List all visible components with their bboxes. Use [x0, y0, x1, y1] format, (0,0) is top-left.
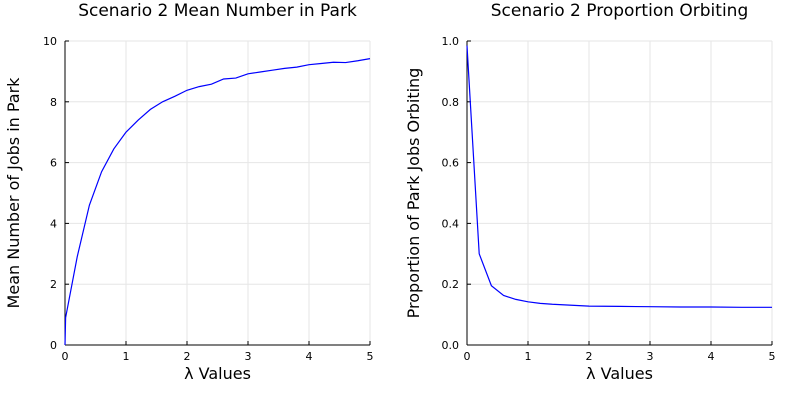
y-tick-label: 1.0: [442, 35, 460, 48]
x-tick-label: 5: [367, 350, 374, 363]
x-tick-label: 0: [464, 350, 471, 363]
x-tick-label: 5: [769, 350, 776, 363]
y-axis-label: Mean Number of Jobs in Park: [4, 77, 23, 309]
y-tick-label: 0.6: [442, 157, 460, 170]
x-tick-label: 3: [647, 350, 654, 363]
series-line: [466, 45, 772, 308]
x-tick-label: 4: [708, 350, 715, 363]
y-axis-label: Proportion of Park Jobs Orbiting: [404, 68, 423, 319]
chart-title: Scenario 2 Proportion Orbiting: [491, 1, 748, 21]
chart-panel-2: 0 1 2 3 4 5 0.0 0.2 0.4 0.6 0.8 1.0 Scenario 2 Propo…: [404, 1, 776, 383]
y-tick-label: 0: [50, 339, 57, 352]
x-tick-label: 2: [184, 350, 191, 363]
y-tick-label: 4: [50, 217, 57, 230]
x-tick-label: 0: [62, 350, 69, 363]
chart-title: Scenario 2 Mean Number in Park: [78, 1, 357, 21]
x-tick-label: 1: [123, 350, 130, 363]
chart-panel-1: 0 1 2 3 4 5 0 2 4 6 8 10 Scenario 2 Mean Number in P…: [4, 1, 374, 383]
x-tick-label: 3: [245, 350, 252, 363]
y-tick-label: 0.2: [442, 278, 460, 291]
y-tick-label: 0.8: [442, 96, 460, 109]
x-tick-label: 2: [586, 350, 593, 363]
x-tick-label: 4: [306, 350, 313, 363]
y-tick-label: 2: [50, 278, 57, 291]
y-tick-label: 0.0: [442, 339, 460, 352]
x-tick-label: 1: [525, 350, 532, 363]
y-tick-label: 8: [50, 96, 57, 109]
x-axis-label: λ Values: [184, 364, 251, 383]
x-axis-label: λ Values: [586, 364, 653, 383]
y-tick-label: 6: [50, 157, 57, 170]
y-tick-label: 10: [43, 35, 57, 48]
y-tick-label: 0.4: [442, 217, 460, 230]
series-line: [64, 58, 371, 346]
